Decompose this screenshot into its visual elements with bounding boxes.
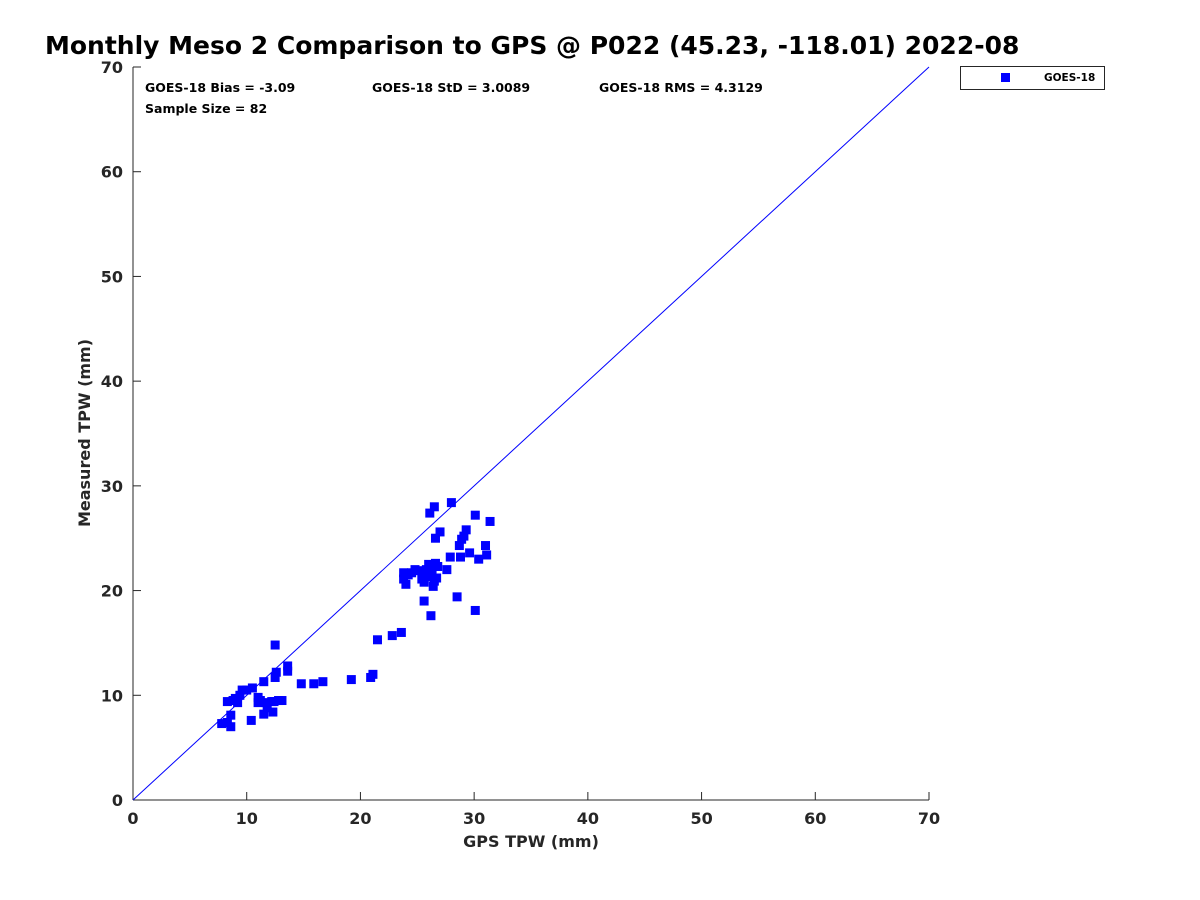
data-point	[277, 696, 287, 706]
y-tick-label: 0	[112, 791, 123, 810]
data-point	[433, 561, 443, 571]
data-point	[262, 703, 272, 713]
data-point	[269, 697, 279, 707]
x-axis-label: GPS TPW (mm)	[463, 832, 599, 851]
data-point	[237, 685, 247, 695]
y-tick-label: 70	[101, 58, 123, 77]
data-point	[427, 569, 437, 579]
data-point	[283, 661, 293, 671]
y-tick-label: 40	[101, 372, 123, 391]
data-point	[401, 579, 411, 589]
data-point	[435, 527, 445, 537]
data-point	[235, 690, 245, 700]
data-point	[470, 510, 480, 520]
data-point	[399, 574, 409, 584]
data-point	[446, 498, 456, 508]
data-point	[430, 533, 440, 543]
data-point	[481, 541, 491, 551]
data-point	[461, 525, 471, 535]
data-point	[271, 667, 281, 677]
data-point	[459, 531, 469, 541]
x-tick-label: 30	[463, 809, 485, 828]
data-point	[318, 677, 328, 687]
data-point	[309, 679, 319, 689]
bias-stat: GOES-18 Bias = -3.09	[145, 80, 295, 95]
x-tick-label: 70	[918, 809, 940, 828]
data-point	[474, 554, 484, 564]
data-point	[399, 568, 409, 578]
y-tick-label: 50	[101, 267, 123, 286]
data-point	[261, 698, 271, 708]
data-point	[259, 709, 269, 719]
rms-stat: GOES-18 RMS = 4.3129	[599, 80, 763, 95]
x-tick-label: 60	[804, 809, 826, 828]
data-point	[233, 698, 243, 708]
x-tick-label: 0	[127, 809, 138, 828]
data-point	[242, 685, 252, 695]
data-point	[455, 552, 465, 562]
data-point	[226, 722, 236, 732]
data-point	[452, 592, 462, 602]
data-point	[283, 666, 293, 676]
y-tick-label: 20	[101, 582, 123, 601]
data-point	[259, 677, 269, 687]
chart-title: Monthly Meso 2 Comparison to GPS @ P022 …	[45, 31, 1019, 60]
data-point	[296, 679, 306, 689]
data-point	[426, 611, 436, 621]
data-point	[247, 683, 257, 693]
legend-label: GOES-18	[1044, 72, 1095, 84]
data-point	[442, 565, 452, 575]
data-point	[428, 581, 438, 591]
data-point	[217, 719, 227, 729]
data-point	[226, 710, 236, 720]
data-point	[485, 516, 495, 526]
plot-area: 0 10 20 30 40 50 60 70 0 10 20 30 40 50 60 70	[101, 58, 940, 828]
data-point	[482, 550, 492, 560]
data-point	[410, 565, 420, 575]
data-point	[465, 548, 475, 558]
data-point	[396, 627, 406, 637]
data-point	[419, 577, 429, 587]
data-point	[470, 605, 480, 615]
legend-marker	[1001, 73, 1010, 82]
data-point	[372, 635, 382, 645]
data-point	[246, 715, 256, 725]
data-point	[429, 502, 439, 512]
data-point	[423, 572, 433, 582]
y-tick-label: 10	[101, 686, 123, 705]
data-point	[368, 669, 378, 679]
data-point	[445, 552, 455, 562]
legend: GOES-18	[960, 66, 1105, 90]
std-stat: GOES-18 StD = 3.0089	[372, 80, 530, 95]
x-tick-label: 40	[577, 809, 599, 828]
data-point	[268, 707, 278, 717]
data-point	[255, 696, 265, 706]
data-point	[270, 672, 280, 682]
data-point	[222, 697, 232, 707]
y-tick-label: 30	[101, 477, 123, 496]
x-tick-label: 20	[349, 809, 371, 828]
data-point	[454, 541, 464, 551]
data-point	[425, 508, 435, 518]
data-point	[346, 675, 356, 685]
x-tick-label: 50	[690, 809, 712, 828]
legend-box	[960, 66, 1105, 90]
data-point	[432, 573, 442, 583]
data-point	[387, 631, 397, 641]
data-point	[270, 640, 280, 650]
x-tick-label: 10	[236, 809, 258, 828]
sample-size-stat: Sample Size = 82	[145, 101, 267, 116]
data-point	[415, 566, 425, 576]
data-point	[424, 559, 434, 569]
data-point	[419, 596, 429, 606]
y-tick-label: 60	[101, 163, 123, 182]
y-axis-label: Measured TPW (mm)	[75, 339, 94, 527]
